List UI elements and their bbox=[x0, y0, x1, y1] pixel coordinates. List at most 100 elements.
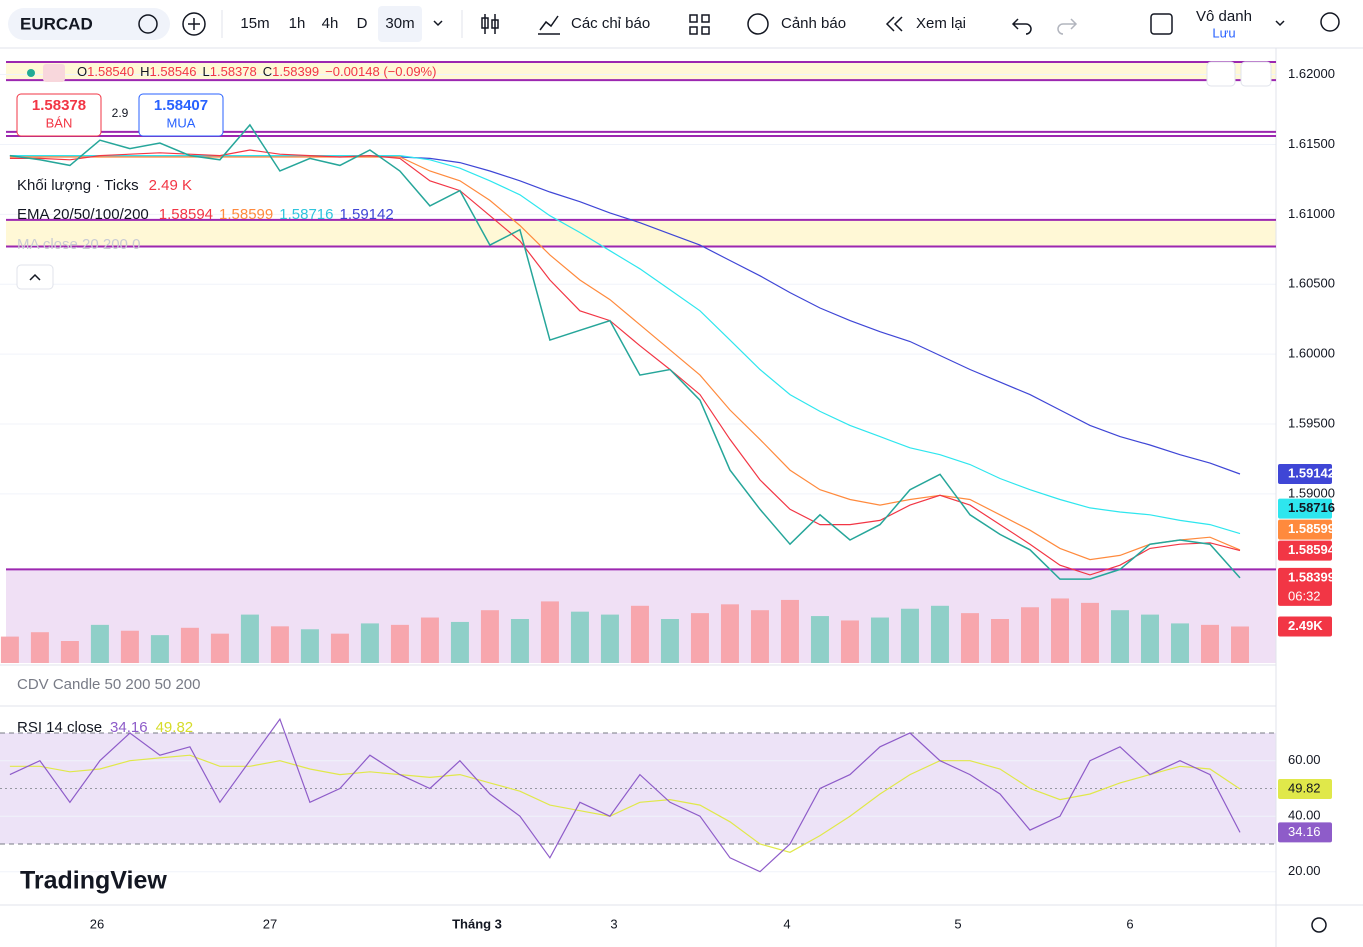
plus-icon bbox=[188, 18, 200, 30]
interval[interactable]: 30m bbox=[385, 15, 414, 32]
redo-button[interactable] bbox=[1057, 18, 1078, 35]
name: EMA 20/50/100/200 bbox=[17, 206, 149, 223]
interval[interactable]: 15m bbox=[240, 15, 269, 32]
ema-badge bbox=[1278, 519, 1332, 540]
status-dot bbox=[27, 69, 35, 77]
symbol-pill[interactable] bbox=[8, 8, 170, 40]
volume-bar bbox=[870, 617, 889, 663]
ema-legend: EMA 20/50/100/200 1.58594 1.58599 1.58716 1.… bbox=[17, 206, 394, 223]
label: H bbox=[140, 64, 149, 79]
buy-button[interactable] bbox=[138, 93, 224, 137]
volume-bar bbox=[60, 641, 79, 663]
indicators-button[interactable]: Các chỉ báo bbox=[571, 15, 650, 32]
volume-bar bbox=[1020, 607, 1039, 663]
rsi-badge-label: 34.16 bbox=[1288, 824, 1321, 839]
x-tick-label: 5 bbox=[954, 916, 961, 931]
layout-name[interactable]: Vô danh bbox=[1196, 8, 1252, 25]
buy-label[interactable]: MUA bbox=[167, 115, 196, 130]
time-axis: 26 27 Tháng 3 3 4 5 6 bbox=[90, 916, 1134, 931]
ema-badge bbox=[1278, 464, 1332, 485]
alerts-button[interactable]: Cảnh báo bbox=[781, 15, 846, 32]
volume-badge bbox=[1278, 616, 1332, 637]
layouts-button[interactable] bbox=[689, 14, 710, 35]
chart-type-button[interactable] bbox=[481, 14, 499, 34]
status-icon bbox=[43, 64, 65, 82]
save-button[interactable]: Lưu bbox=[1212, 25, 1235, 40]
series-line bbox=[9, 149, 1241, 576]
ema-badge bbox=[1278, 540, 1332, 561]
ohlc-legend: O1.58540 H1.58546 L1.58378 C1.58399 −0.00148… bbox=[77, 64, 436, 79]
volume-bar bbox=[1140, 614, 1159, 663]
active-interval-bg bbox=[378, 6, 422, 42]
search-button[interactable] bbox=[1320, 12, 1340, 32]
volume-bar bbox=[570, 611, 589, 663]
volume-bar bbox=[390, 624, 409, 663]
rsi-badge bbox=[1278, 822, 1332, 843]
volume-bar bbox=[1080, 602, 1099, 663]
layout-dropdown[interactable] bbox=[1275, 20, 1285, 27]
volume-bar bbox=[840, 620, 859, 663]
undo-button[interactable] bbox=[1011, 18, 1032, 35]
value: 1.58546 bbox=[150, 64, 197, 79]
volume-bar bbox=[600, 614, 619, 663]
interval-dropdown[interactable] bbox=[433, 20, 443, 27]
settings-button[interactable] bbox=[1311, 917, 1327, 933]
compare-button[interactable] bbox=[182, 12, 206, 36]
close-badge bbox=[1278, 567, 1332, 606]
series-line bbox=[9, 156, 1241, 561]
x-tick-label: 4 bbox=[783, 916, 790, 931]
label: L bbox=[203, 64, 210, 79]
cdv-legend: CDV Candle 50 200 50 200 bbox=[17, 676, 200, 693]
indicators-icon[interactable] bbox=[538, 15, 560, 35]
volume-bar bbox=[660, 619, 679, 663]
alerts-icon[interactable] bbox=[747, 13, 769, 35]
scroll-button[interactable] bbox=[1206, 61, 1236, 87]
change: −0.00148 (−0.09%) bbox=[325, 64, 436, 79]
value: 1.58399 bbox=[272, 64, 319, 79]
interval[interactable]: 4h bbox=[322, 15, 339, 32]
y-tick-label: 1.59000 bbox=[1288, 485, 1335, 500]
x-tick-label: 27 bbox=[263, 916, 277, 931]
volume-bar bbox=[210, 633, 229, 663]
sell-label[interactable]: BÁN bbox=[46, 115, 73, 130]
countdown: 06:32 bbox=[1288, 588, 1321, 603]
x-tick-label: 6 bbox=[1126, 916, 1133, 931]
ema-badge bbox=[1278, 498, 1332, 519]
interval[interactable]: 1h bbox=[289, 15, 306, 32]
replay-button[interactable]: Xem lại bbox=[916, 15, 966, 32]
y-tick-label: 1.61000 bbox=[1288, 206, 1335, 221]
replay-icon[interactable] bbox=[885, 16, 903, 32]
volume-bar bbox=[930, 605, 949, 663]
series-line bbox=[9, 155, 1241, 475]
volume-bar bbox=[810, 616, 829, 663]
value: 1.58540 bbox=[87, 64, 134, 79]
layout-icon[interactable] bbox=[1150, 13, 1173, 35]
sell-price[interactable]: 1.58378 bbox=[32, 97, 86, 114]
rsi-badge-label: 49.82 bbox=[1288, 780, 1321, 795]
value: 1.58378 bbox=[210, 64, 257, 79]
volume-bar bbox=[120, 630, 139, 663]
symbol[interactable]: EURCAD bbox=[20, 14, 93, 33]
reset-button[interactable] bbox=[1240, 61, 1272, 87]
symbol-icon[interactable] bbox=[138, 14, 158, 34]
value: 2.49 K bbox=[149, 177, 192, 194]
price-badges: 1.58594 1.58599 1.58716 1.59142 1.58399 06:32… bbox=[1278, 464, 1336, 843]
volume-bar bbox=[1200, 624, 1219, 663]
sell-button[interactable] bbox=[16, 93, 102, 137]
ema-badge-label: 1.59142 bbox=[1288, 465, 1335, 480]
buy-price[interactable]: 1.58407 bbox=[154, 97, 208, 114]
value: 1.59142 bbox=[339, 206, 393, 223]
interval[interactable]: D bbox=[357, 15, 368, 32]
volume-legend: Khối lượng · Ticks 2.49 K bbox=[17, 177, 192, 194]
x-tick-label: Tháng 3 bbox=[452, 916, 502, 931]
volume-bar bbox=[360, 623, 379, 663]
ema-badge-label: 1.58716 bbox=[1288, 500, 1335, 515]
volume-bar bbox=[1050, 598, 1069, 663]
y-tick-label: 1.60000 bbox=[1288, 346, 1335, 361]
collapse-button[interactable] bbox=[16, 264, 54, 290]
zone bbox=[6, 61, 1276, 81]
volume-bar bbox=[1110, 610, 1129, 663]
value: 1.58594 bbox=[159, 206, 213, 223]
